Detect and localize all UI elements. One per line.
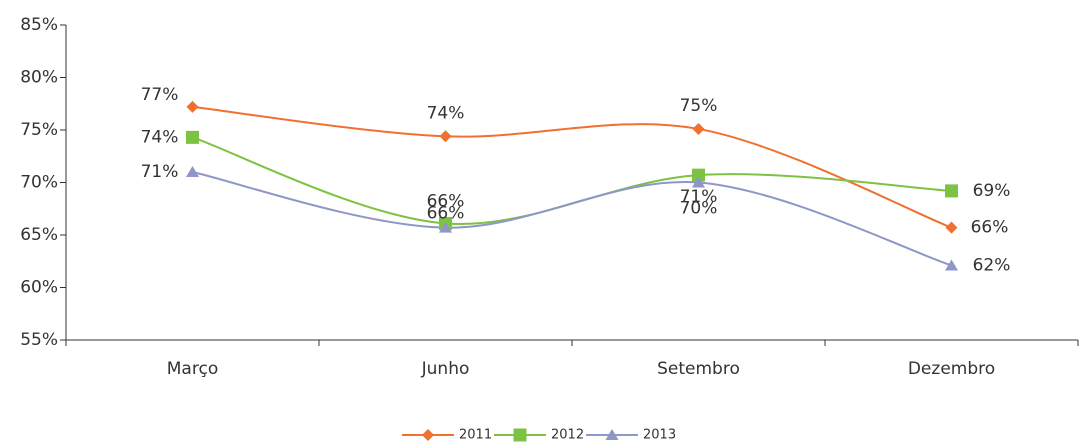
data-point xyxy=(692,168,705,182)
data-label: 77% xyxy=(141,85,179,105)
data-label: 69% xyxy=(973,181,1011,201)
x-tick-label: Dezembro xyxy=(908,359,995,379)
x-tick-label: Junho xyxy=(421,359,470,379)
data-label: 74% xyxy=(427,103,465,123)
data-point xyxy=(439,130,452,143)
legend-marker xyxy=(513,428,527,442)
data-point xyxy=(186,100,199,113)
data-point xyxy=(692,176,705,188)
series-line xyxy=(192,171,952,267)
y-tick-label: 80% xyxy=(20,68,58,88)
legend-marker xyxy=(422,429,434,441)
data-label: 75% xyxy=(680,96,718,116)
data-point xyxy=(439,221,452,233)
legend-text: 2011 xyxy=(459,428,492,443)
x-tick-label: Setembro xyxy=(657,359,740,379)
legend-marker xyxy=(605,429,619,440)
data-label: 66% xyxy=(971,218,1009,238)
data-point xyxy=(186,166,199,177)
data-point xyxy=(945,221,958,234)
data-point xyxy=(186,130,199,144)
y-tick-label: 75% xyxy=(20,120,58,140)
data-point xyxy=(945,184,958,198)
series-line xyxy=(192,136,952,226)
x-tick-label: Março xyxy=(167,359,218,379)
y-tick-label: 55% xyxy=(20,330,58,350)
y-tick-label: 60% xyxy=(20,278,58,298)
data-label: 70% xyxy=(680,199,718,219)
y-tick-label: 65% xyxy=(20,225,58,245)
data-label: 74% xyxy=(141,127,179,147)
data-label: 66% xyxy=(427,204,465,224)
series-line xyxy=(192,105,952,229)
data-label: 62% xyxy=(973,255,1011,275)
legend-text: 2012 xyxy=(551,428,584,443)
data-label: 71% xyxy=(680,187,718,207)
data-point xyxy=(692,122,705,135)
data-label: 71% xyxy=(141,162,179,182)
y-tick-label: 85% xyxy=(20,15,58,35)
data-label: 66% xyxy=(427,191,465,211)
data-point xyxy=(945,259,958,271)
legend-text: 2013 xyxy=(643,428,676,443)
y-tick-label: 70% xyxy=(20,173,58,193)
